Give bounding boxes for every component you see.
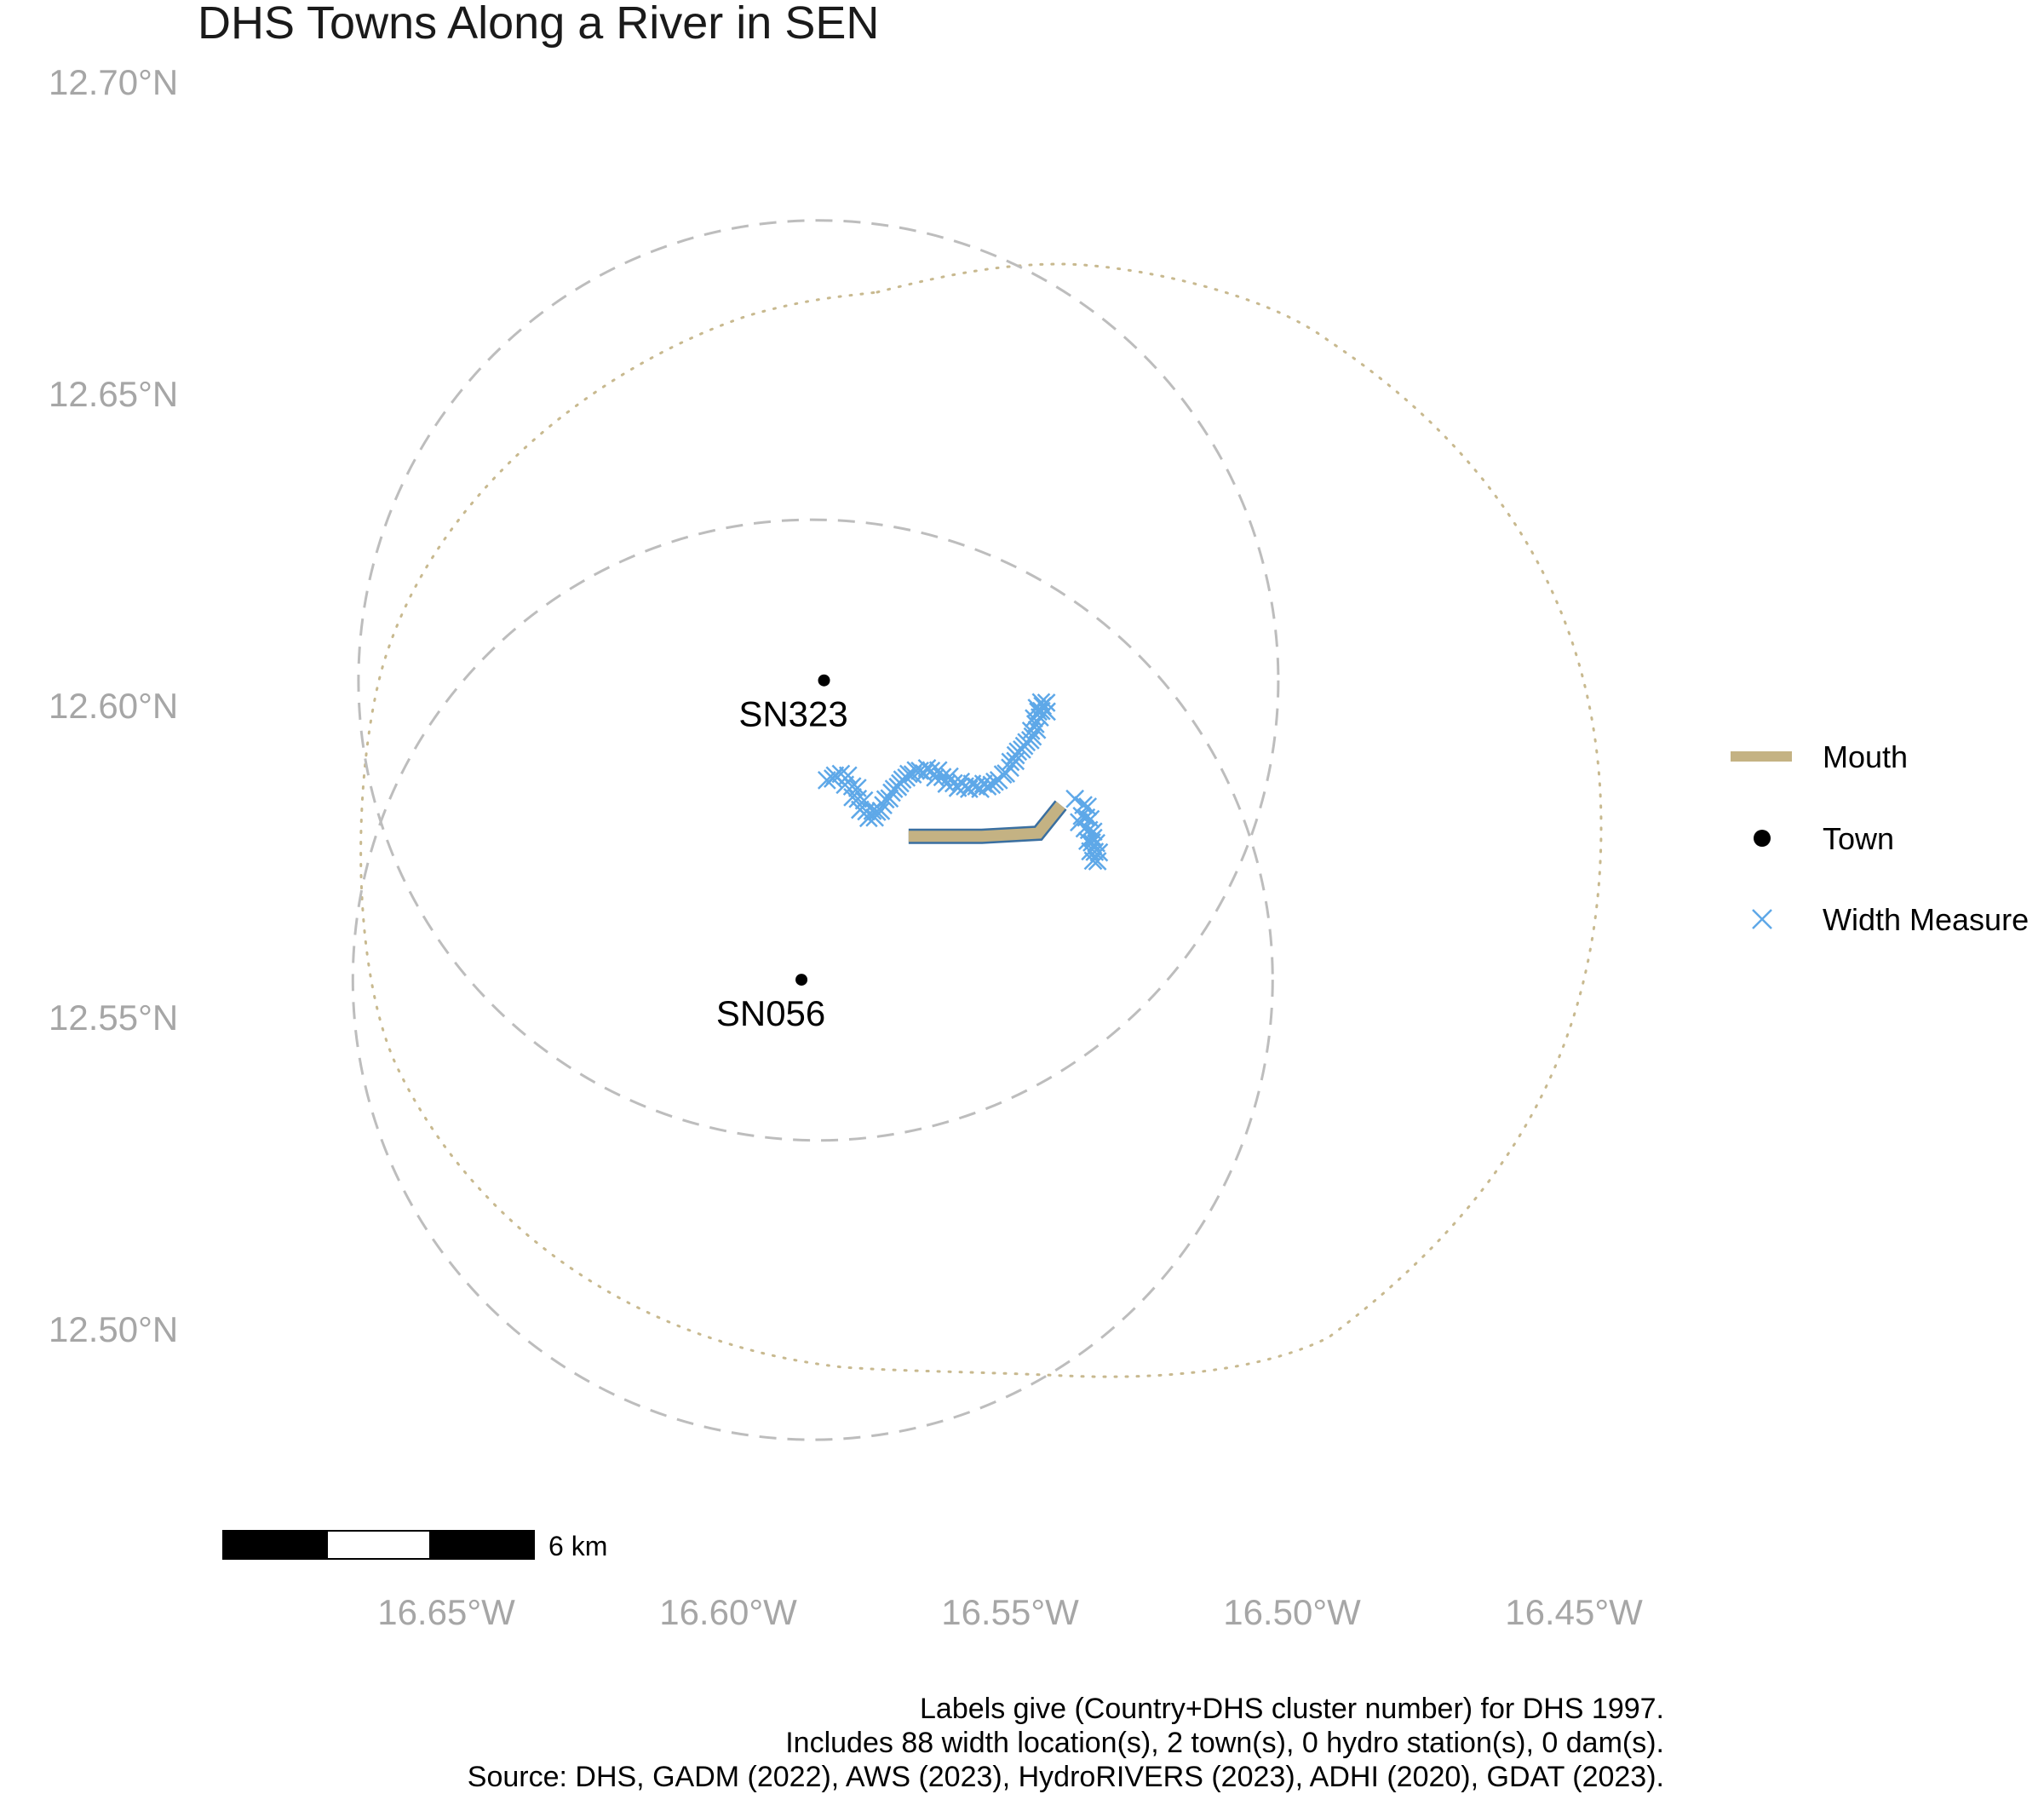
legend-item-mouth: Mouth: [1731, 739, 1908, 774]
scale-bar-label: 6 km: [548, 1531, 607, 1561]
scale-bar-segment-3: [429, 1530, 535, 1560]
width-measure-upper-9: [848, 789, 868, 808]
legend-item-town: Town: [1754, 821, 1894, 856]
buffer-layer: [351, 219, 1603, 1441]
width-measure-upper-72: [1031, 693, 1051, 712]
mouth-buffer-outline: [359, 262, 1603, 1378]
caption-line-2: Includes 88 width location(s), 2 town(s)…: [785, 1727, 1664, 1759]
latitude-axis: 12.70°N 12.65°N 12.60°N 12.55°N 12.50°N: [49, 62, 178, 1349]
river-mouth-line: [908, 802, 1065, 842]
lon-tick-label-0: 16.65°W: [377, 1592, 515, 1632]
legend: Mouth Town Width Measure: [1731, 739, 2029, 937]
map-title: DHS Towns Along a River in SEN: [198, 0, 880, 49]
width-measure-upper-75: [1037, 702, 1056, 722]
lat-tick-label-1: 12.65°N: [49, 374, 178, 414]
legend-item-width: Width Measure: [1752, 902, 2029, 937]
scale-bar-segment-2: [326, 1530, 431, 1560]
caption: Labels give (Country+DHS cluster number)…: [468, 1692, 1664, 1794]
town-buffer-sn323: [357, 219, 1280, 1142]
width-measure-upper-47: [971, 779, 990, 799]
width-measure-upper-46: [973, 774, 993, 794]
legend-label-mouth: Mouth: [1823, 739, 1908, 774]
caption-line-3: Source: DHS, GADM (2022), AWS (2023), Hy…: [467, 1761, 1664, 1793]
lon-tick-label-3: 16.50°W: [1223, 1592, 1361, 1632]
width-measure-lower-14: [1083, 851, 1103, 871]
width-measure-lower-15: [1088, 852, 1107, 871]
width-measure-upper-19: [880, 789, 899, 808]
width-measure-upper-64: [1027, 720, 1047, 739]
width-measure-upper-16: [871, 801, 891, 820]
town-layer: SN323 SN056: [716, 674, 848, 1033]
town-buffer-sn056: [351, 518, 1274, 1441]
town-label-sn323: SN323: [738, 694, 847, 734]
town-point-sn323: [818, 674, 830, 687]
scale-bar-segment-1: [222, 1530, 328, 1560]
lon-tick-label-2: 16.55°W: [941, 1592, 1079, 1632]
width-measure-lower-16: [1083, 828, 1103, 848]
lon-tick-label-1: 16.60°W: [659, 1592, 797, 1632]
width-measure-upper-10: [854, 791, 874, 810]
lat-tick-label-3: 12.55°N: [49, 998, 178, 1038]
longitude-axis: 16.65°W 16.60°W 16.55°W 16.50°W 16.45°W: [377, 1592, 1643, 1632]
width-measure-upper-74: [1031, 701, 1051, 721]
width-measure-lower-17: [1070, 813, 1088, 832]
legend-label-town: Town: [1823, 821, 1894, 856]
river-mouth-layer: [908, 800, 1067, 844]
width-measure-upper-35: [926, 768, 945, 787]
legend-key-town: [1754, 830, 1771, 847]
town-label-sn056: SN056: [716, 993, 825, 1033]
width-measure-lower-18: [1065, 789, 1085, 808]
width-measure-upper-73: [1036, 693, 1056, 712]
lat-tick-label-2: 12.60°N: [49, 686, 178, 726]
legend-key-width-measure: [1752, 909, 1772, 929]
town-point-sn056: [795, 974, 808, 986]
width-measure-upper-14: [858, 808, 878, 828]
legend-label-width: Width Measure: [1823, 902, 2029, 937]
lat-tick-label-4: 12.50°N: [49, 1309, 178, 1349]
width-measure-upper-32: [915, 763, 933, 783]
scale-bar: 6 km: [222, 1530, 607, 1561]
width-measure-layer: [817, 693, 1109, 871]
caption-line-1: Labels give (Country+DHS cluster number)…: [920, 1693, 1664, 1725]
lat-tick-label-0: 12.70°N: [49, 62, 178, 102]
lon-tick-label-4: 16.45°W: [1505, 1592, 1643, 1632]
